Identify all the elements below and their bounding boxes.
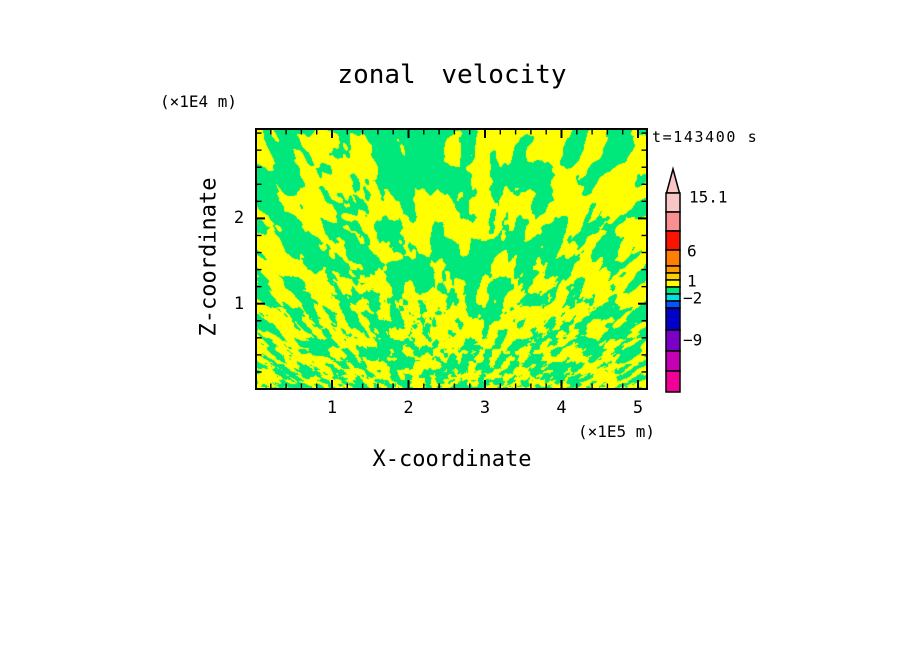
colorbar-label: −9: [683, 330, 703, 350]
x-tick-label: 1: [326, 398, 338, 418]
z-axis-unit-label: (×1E4 m): [160, 92, 238, 111]
colorbar: [665, 166, 681, 393]
colorbar-block: [665, 272, 681, 281]
x-tick-label: 3: [479, 398, 491, 418]
time-annotation: t=143400 s: [652, 128, 759, 146]
colorbar-block: [665, 279, 681, 288]
z-axis-title: Z-coordinate: [196, 177, 222, 337]
z-tick-label: 1: [233, 293, 245, 314]
colorbar-block: [665, 293, 681, 302]
x-axis-title: X-coordinate: [372, 447, 532, 472]
chart-title: zonal velocity: [337, 60, 567, 90]
plot-frame: [255, 128, 648, 390]
x-tick-labels: 1 2 3 4 5: [255, 398, 648, 420]
colorbar-block: [665, 230, 681, 251]
colorbar-block: [665, 192, 681, 213]
colorbar-block: [665, 211, 681, 232]
colorbar-block: [665, 307, 681, 331]
colorbar-block: [665, 350, 681, 372]
axes-frame-and-ticks: [255, 128, 648, 390]
colorbar-label: 6: [687, 241, 697, 261]
colorbar-block: [665, 370, 681, 393]
colorbar-block: [665, 300, 681, 309]
x-tick-label: 2: [403, 398, 414, 418]
colorbar-label: 1: [687, 271, 697, 291]
colorbar-block: [665, 249, 681, 267]
colorbar-block: [665, 265, 681, 274]
heatmap-canvas: [255, 128, 648, 390]
colorbar-arrow: [665, 166, 681, 194]
z-tick-label: 2: [233, 208, 245, 229]
colorbar-block: [665, 329, 681, 352]
x-tick-label: 5: [632, 398, 644, 418]
x-tick-label: 4: [556, 398, 567, 418]
x-axis-unit-label: (×1E5 m): [577, 422, 655, 441]
colorbar-label: −2: [683, 288, 703, 308]
colorbar-label: 15.1: [689, 187, 728, 207]
colorbar-block: [665, 286, 681, 295]
plot-area: [255, 128, 648, 390]
